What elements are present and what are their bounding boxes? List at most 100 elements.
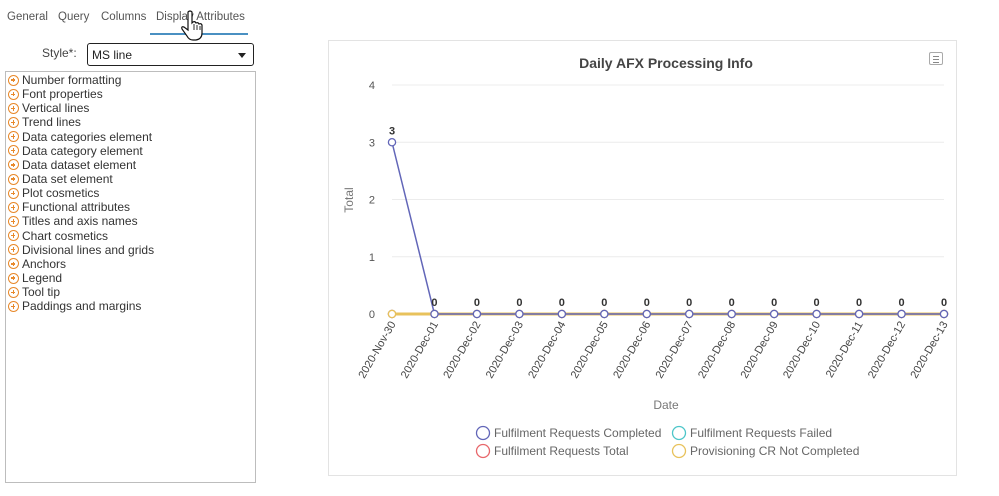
legend-marker [475,425,491,441]
expand-plus-icon[interactable] [8,258,19,270]
series-line [391,142,944,315]
x-tick-label: 2020-Nov-30 [356,320,398,381]
x-tick-label: 2020-Dec-03 [484,320,526,381]
attribute-item[interactable]: Divisional lines and grids [6,243,255,257]
display-attributes-list: Number formatting Font properties Vertical… [5,71,256,483]
hand-pointer-icon [181,10,203,41]
data-point [769,309,779,319]
expand-plus-icon[interactable] [8,230,19,242]
data-point [812,309,821,319]
attribute-label: Legend [22,271,63,286]
x-tick-label: 2020-Dec-08 [696,320,738,381]
x-tick-label: 2020-Dec-02 [441,320,483,381]
attribute-item[interactable]: Data set element [6,172,255,186]
data-label: 0 [559,297,565,309]
x-tick-label: 2020-Dec-11 [824,320,866,380]
chart-menu-icon[interactable] [929,52,943,65]
attribute-item[interactable]: Data categories element [6,130,255,144]
attribute-label: Divisional lines and grids [22,242,155,257]
expand-plus-icon[interactable] [8,131,19,143]
style-select-value: MS line [92,48,133,62]
expand-plus-icon[interactable] [8,244,19,256]
attribute-item[interactable]: Trend lines [6,115,255,129]
data-point [600,309,609,319]
data-label: 0 [856,297,862,309]
tab-general[interactable]: General [7,11,48,23]
data-point [557,309,567,319]
legend-marker [671,425,687,441]
tab-columns[interactable]: Columns [101,11,147,23]
data-label: 0 [644,297,650,309]
attribute-item[interactable]: Paddings and margins [6,299,255,313]
data-point [939,309,949,319]
data-point [727,309,736,319]
legend-label: Provisioning CR Not Completed [690,444,859,458]
expand-plus-icon[interactable] [8,102,19,114]
expand-plus-icon[interactable] [8,88,19,100]
attribute-label: Titles and axis names [22,214,138,229]
data-point [684,309,694,319]
attribute-label: Data dataset element [22,157,137,172]
attribute-item[interactable]: Font properties [6,87,255,101]
x-tick-label: 2020-Dec-07 [654,320,696,381]
data-label: 0 [431,297,437,309]
attribute-item[interactable]: Number formatting [6,73,255,87]
tab-bar: General Query Columns Display Attributes [0,0,260,36]
tab-query[interactable]: Query [58,11,90,23]
attribute-label: Plot cosmetics [22,186,100,201]
expand-plus-icon[interactable] [8,300,19,312]
attribute-item[interactable]: Vertical lines [6,101,255,115]
expand-plus-icon[interactable] [8,116,19,128]
attribute-label: Trend lines [22,115,81,130]
expand-plus-icon[interactable] [8,159,19,171]
attribute-item[interactable]: Data category element [6,144,255,158]
data-point [854,309,864,319]
attribute-label: Font properties [22,87,103,102]
attribute-item[interactable]: Functional attributes [6,200,255,214]
y-tick-label: 2 [369,195,375,207]
attribute-label: Anchors [22,256,67,271]
attribute-item[interactable]: Chart cosmetics [6,229,255,243]
data-label: 0 [814,297,820,309]
expand-plus-icon[interactable] [8,74,19,86]
line-chart: Daily AFX Processing Info 0 1 2 3 4 Total 2020-… [342,55,951,459]
data-point [897,309,906,319]
data-point [387,138,397,147]
attribute-item[interactable]: Data dataset element [6,158,255,172]
attribute-item[interactable]: Tool tip [6,285,255,299]
attribute-label: Chart cosmetics [22,228,109,243]
expand-plus-icon[interactable] [8,286,19,298]
expand-plus-icon[interactable] [8,187,19,199]
expand-plus-icon[interactable] [8,215,19,227]
legend-label: Fulfilment Requests Failed [690,426,832,440]
expand-plus-icon[interactable] [8,173,19,185]
data-label: 0 [516,297,522,309]
tab-display-attributes[interactable]: Display Attributes [156,11,245,23]
data-point [430,309,439,319]
x-tick-label: 2020-Dec-09 [739,319,781,380]
data-point [472,309,482,319]
data-label: 0 [771,297,777,309]
attribute-label: Vertical lines [22,101,90,116]
attribute-item[interactable]: Plot cosmetics [6,186,255,200]
attribute-item[interactable]: Legend [6,271,255,285]
data-label: 0 [898,297,904,309]
data-point [515,309,524,319]
data-point [387,309,397,319]
chart-panel: Daily AFX Processing Info 0 1 2 3 4 Total 2020-… [328,40,957,476]
attribute-label: Data set element [22,172,113,187]
expand-plus-icon[interactable] [8,145,19,157]
x-tick-label: 2020-Dec-12 [866,320,908,381]
chart-title: Daily AFX Processing Info [579,55,753,71]
attribute-label: Paddings and margins [22,299,142,314]
data-label: 0 [601,297,607,309]
x-tick-label: 2020-Dec-01 [399,320,441,381]
attribute-item[interactable]: Titles and axis names [6,214,255,228]
style-select[interactable]: MS line [87,43,254,66]
y-tick-label: 4 [369,80,375,92]
attribute-item[interactable]: Anchors [6,257,255,271]
data-label: 3 [389,125,395,137]
data-point [642,309,652,319]
expand-plus-icon[interactable] [8,201,19,213]
expand-plus-icon[interactable] [8,272,19,284]
